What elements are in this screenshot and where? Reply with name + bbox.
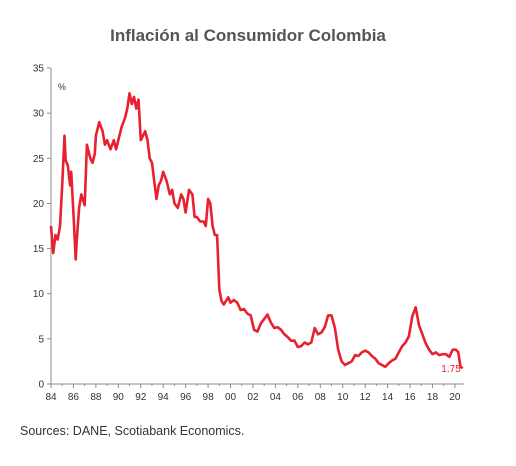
x-tick-label: 88 [90,392,102,403]
x-tick-label: 84 [45,392,57,403]
chart-title: Inflación al Consumidor Colombia [110,26,386,45]
x-tick-label: 14 [382,392,394,403]
y-tick-label: 0 [38,380,44,391]
x-axis-ticks: 84 86 88 90 92 94 96 98 00 02 04 06 08 10 12 14 16 18 20 [45,384,461,403]
x-tick-label: 94 [158,392,170,403]
y-tick-label: 20 [33,199,45,210]
x-tick-label: 92 [135,392,147,403]
x-tick-label: 96 [180,392,192,403]
y-tick-label: 35 [33,64,45,75]
x-tick-label: 86 [68,392,80,403]
x-tick-label: 00 [225,392,237,403]
x-tick-label: 20 [449,392,461,403]
end-value-label: 1.75 [441,364,461,375]
x-tick-label: 90 [113,392,125,403]
y-tick-label: 25 [33,154,45,165]
x-tick-label: 16 [404,392,416,403]
inflation-series-line [49,92,464,370]
y-tick-label: 30 [33,109,45,120]
x-tick-label: 08 [315,392,327,403]
x-tick-label: 10 [337,392,349,403]
x-tick-label: 04 [270,392,282,403]
x-tick-label: 02 [247,392,259,403]
source-note: Sources: DANE, Scotiabank Economics. [20,424,245,438]
y-unit-label: % [58,82,66,92]
y-tick-label: 5 [38,334,44,345]
y-tick-label: 10 [33,289,45,300]
x-tick-label: 18 [427,392,439,403]
x-tick-label: 98 [203,392,215,403]
x-tick-label: 12 [360,392,372,403]
y-axis-ticks: 0 5 10 15 20 25 30 35 [33,64,51,391]
x-tick-label: 06 [292,392,304,403]
y-tick-label: 15 [33,244,45,255]
